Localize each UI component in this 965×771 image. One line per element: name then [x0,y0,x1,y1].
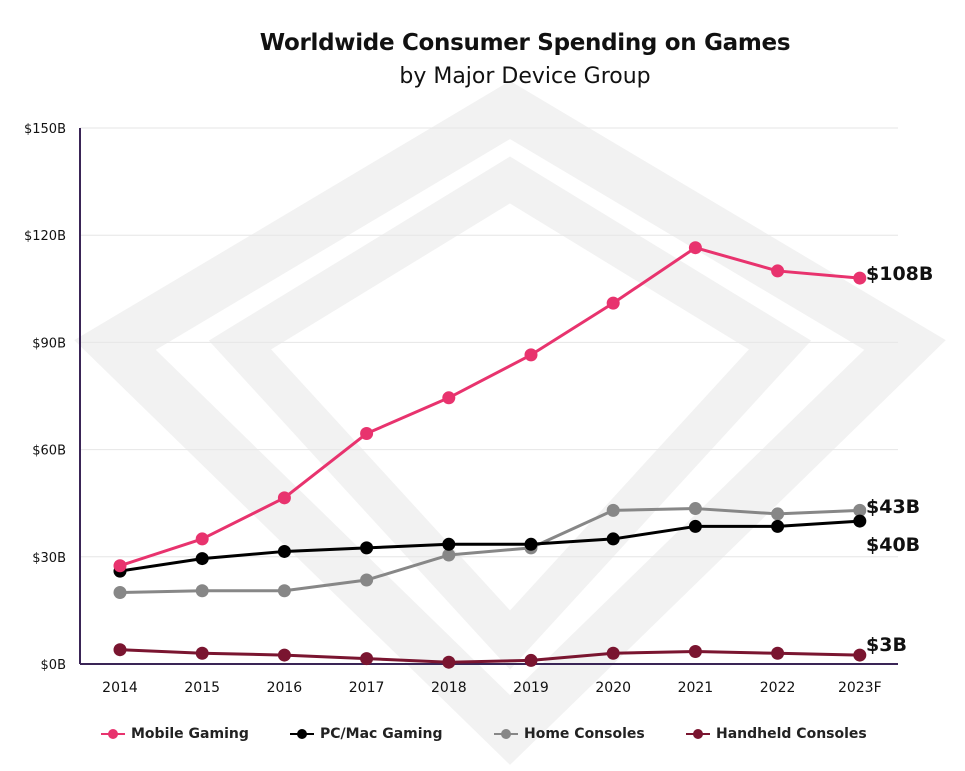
chart-subtitle: by Major Device Group [399,64,651,89]
data-point [360,427,374,441]
x-tick-label: 2016 [267,680,303,696]
legend-item-mobile-gaming: Mobile Gaming [101,726,249,742]
data-point [606,503,620,517]
data-point [771,507,785,521]
chart-title: Worldwide Consumer Spending on Games [259,30,791,56]
legend-item-handheld-consoles: Handheld Consoles [686,726,867,742]
x-tick-label: 2022 [760,680,796,696]
x-tick-label: 2023F [838,680,882,696]
data-point [195,646,209,660]
data-point [606,532,620,546]
data-point [524,537,538,551]
data-point [442,548,456,562]
x-tick-label: 2021 [678,680,714,696]
legend-label-pc-mac-gaming: PC/Mac Gaming [320,726,443,742]
legend-item-pc-mac-gaming: PC/Mac Gaming [290,726,443,742]
series-pc [113,514,867,578]
legend-swatch-mobile [101,729,125,739]
series-line [119,519,860,573]
data-point [195,552,209,566]
data-point [524,653,538,667]
y-tick-label: $60B [32,444,66,459]
data-point [195,584,209,598]
series-line [119,507,860,595]
data-point [442,537,456,551]
data-point [113,559,127,573]
legend-swatch-home [494,729,518,739]
data-point [688,502,702,516]
data-point [688,519,702,533]
data-point [442,391,456,405]
data-point [606,646,620,660]
data-point [113,643,127,657]
data-point [771,264,785,278]
end-labels: $108B $40B $43B $3B [866,263,933,656]
axes: $0B $30B $60B $90B $120B $150B 2014 2015 2016 201… [24,122,898,696]
data-point [195,532,209,546]
y-tick-label: $150B [24,122,66,137]
legend-swatch-pc [290,729,314,739]
data-point [277,648,291,662]
data-point [277,584,291,598]
end-label-mobile: $108B [866,263,933,285]
data-point [688,644,702,658]
x-tick-label: 2019 [513,680,549,696]
data-point [524,348,538,362]
end-label-pc: $40B [866,534,920,556]
legend: Mobile Gaming PC/Mac Gaming Home Console… [0,726,965,748]
data-point [853,271,867,285]
data-point [360,652,374,666]
data-point [853,503,867,517]
data-point [277,544,291,558]
data-point [442,655,456,669]
end-label-handheld: $3B [866,634,907,656]
series-line [119,648,860,664]
legend-label-handheld-consoles: Handheld Consoles [716,726,867,742]
data-point [360,541,374,555]
x-tick-label: 2018 [431,680,467,696]
data-point [688,241,702,255]
series [113,241,867,669]
gridlines [80,127,898,558]
data-point [277,491,291,505]
series-mobile [113,241,867,573]
legend-swatch-handheld [686,729,710,739]
legend-label-mobile-gaming: Mobile Gaming [131,726,249,742]
data-point [771,519,785,533]
end-label-home: $43B [866,496,920,518]
series-line [119,246,860,568]
legend-item-home-consoles: Home Consoles [494,726,645,742]
y-tick-label: $0B [41,658,66,673]
data-point [853,648,867,662]
data-point [113,586,127,600]
data-point [853,514,867,528]
series-handheld [113,643,867,669]
y-tick-label: $30B [32,551,66,566]
data-point [771,646,785,660]
series-home [113,502,867,600]
watermark-logo [74,80,946,765]
data-point [606,296,620,310]
x-tick-label: 2017 [349,680,385,696]
x-tick-label: 2015 [184,680,220,696]
legend-label-home-consoles: Home Consoles [524,726,645,742]
x-tick-label: 2020 [595,680,631,696]
y-tick-label: $120B [24,229,66,244]
y-tick-label: $90B [32,336,66,351]
data-point [360,573,374,587]
x-tick-label: 2014 [102,680,138,696]
